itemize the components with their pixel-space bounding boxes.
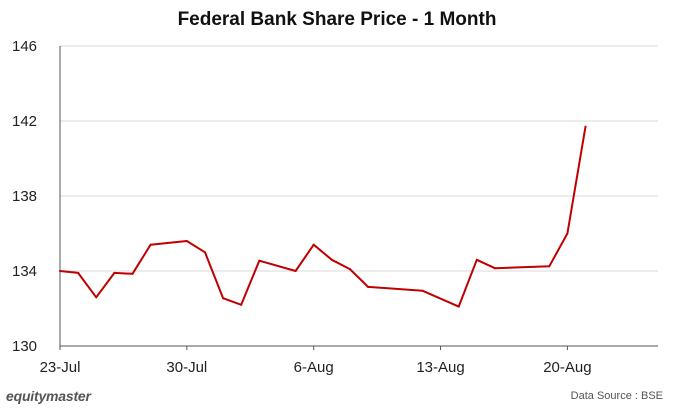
- y-tick-label: 146: [12, 38, 37, 55]
- series-line: [59, 126, 587, 308]
- data-source-note: Data Source : BSE: [570, 390, 663, 402]
- x-tick-label: 23-Jul: [40, 359, 81, 376]
- chart-title: Federal Bank Share Price - 1 Month: [178, 9, 497, 30]
- data-point: [312, 243, 315, 246]
- x-tick-label: 13-Aug: [416, 359, 464, 376]
- data-point: [222, 297, 225, 300]
- data-point: [203, 251, 206, 254]
- y-tick-label: 138: [12, 188, 37, 205]
- data-point: [95, 296, 98, 299]
- data-point: [77, 271, 80, 274]
- data-point: [240, 303, 243, 306]
- data-point: [258, 259, 261, 262]
- data-point: [330, 258, 333, 261]
- data-point: [348, 268, 351, 271]
- data-point: [493, 267, 496, 270]
- x-tick-label: 6-Aug: [294, 359, 334, 376]
- y-tick-label: 134: [12, 263, 37, 280]
- x-tick-labels: 23-Jul 30-Jul 6-Aug 13-Aug 20-Aug: [40, 359, 592, 376]
- data-point: [185, 240, 188, 242]
- data-point: [59, 270, 61, 272]
- brand-logo: equitymaster: [6, 388, 91, 404]
- grid-layer: [60, 45, 658, 272]
- data-point: [475, 258, 478, 261]
- data-point: [566, 232, 569, 235]
- data-point: [421, 289, 424, 292]
- data-point: [149, 243, 152, 246]
- axis-layer: [59, 46, 658, 350]
- data-point: [113, 271, 116, 274]
- data-point: [457, 305, 460, 308]
- y-tick-label: 142: [12, 113, 37, 130]
- series-layer: [59, 125, 587, 308]
- y-tick-labels: 130 134 138 142 146: [12, 38, 37, 355]
- data-point: [548, 265, 551, 268]
- data-point: [367, 285, 370, 288]
- x-tick-label: 20-Aug: [543, 359, 591, 376]
- data-point: [584, 125, 587, 128]
- x-tick-label: 30-Jul: [166, 359, 207, 376]
- data-point: [294, 270, 297, 272]
- data-point: [131, 272, 134, 275]
- y-tick-label: 130: [12, 338, 37, 355]
